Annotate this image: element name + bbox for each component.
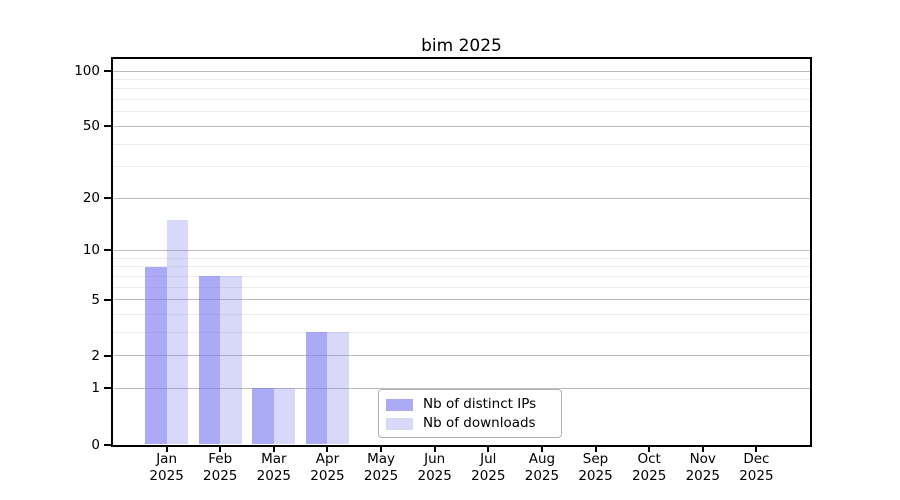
y-tick [104, 354, 111, 357]
y-tick [104, 387, 111, 390]
x-tick-label: Feb 2025 [203, 450, 238, 484]
legend-item-downloads: Nb of downloads [386, 416, 561, 431]
y-tick [104, 70, 111, 73]
y-tick-label: 20 [82, 190, 100, 207]
y-tick [104, 197, 111, 200]
x-tick-label: Oct 2025 [631, 450, 667, 484]
x-tick-label: Aug 2025 [524, 450, 560, 484]
x-tick-label: Nov 2025 [685, 450, 720, 484]
y-tick-label: 1 [91, 380, 100, 397]
y-tick-label: 50 [82, 118, 100, 135]
x-tick [380, 446, 383, 452]
x-tick [755, 446, 758, 452]
x-tick-label: Mar 2025 [256, 450, 292, 484]
y-tick-label: 10 [82, 242, 100, 259]
x-tick-label: Jan 2025 [149, 450, 184, 484]
chart-title: bim 2025 [421, 36, 502, 56]
x-tick [433, 446, 436, 452]
x-tick-label: Dec 2025 [739, 450, 774, 484]
legend-item-distinct-ips: Nb of distinct IPs [386, 397, 561, 412]
x-tick-label: Jul 2025 [471, 450, 506, 484]
x-tick [594, 446, 597, 452]
x-tick-label: Jun 2025 [417, 450, 452, 484]
x-tick [540, 446, 543, 452]
y-tick-label: 2 [91, 347, 100, 364]
x-tick-label: Sep 2025 [578, 450, 613, 484]
y-tick [104, 125, 111, 128]
y-tick [104, 298, 111, 301]
x-tick-label: Apr 2025 [310, 450, 345, 484]
x-tick [272, 446, 275, 452]
legend-swatch-downloads [386, 417, 413, 430]
x-tick [648, 446, 651, 452]
x-tick [219, 446, 222, 452]
plot-box [111, 56, 812, 447]
legend: Nb of distinct IPs Nb of downloads [378, 389, 562, 438]
legend-label-downloads: Nb of downloads [423, 415, 536, 431]
x-tick [487, 446, 490, 452]
y-tick-label: 0 [91, 436, 100, 453]
x-tick [165, 446, 168, 452]
legend-label-distinct-ips: Nb of distinct IPs [423, 396, 537, 412]
x-tick [701, 446, 704, 452]
y-tick [104, 249, 111, 252]
y-tick-label: 100 [74, 63, 100, 80]
x-tick [326, 446, 329, 452]
legend-swatch-distinct-ips [386, 398, 413, 411]
y-tick-label: 5 [91, 291, 100, 308]
x-tick-label: May 2025 [363, 450, 399, 484]
y-tick [104, 443, 111, 446]
